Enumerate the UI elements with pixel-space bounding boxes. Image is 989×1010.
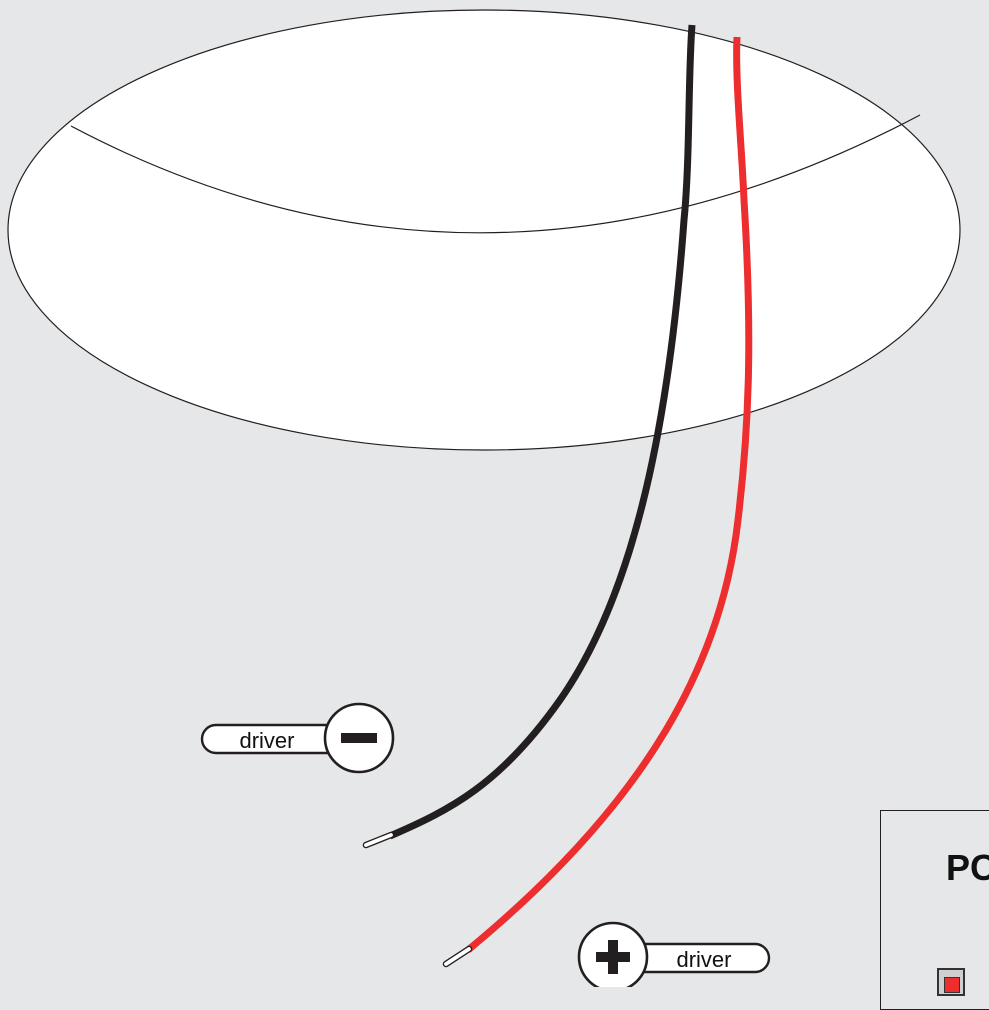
positive-wire: [442, 36, 753, 968]
negative-driver-label: driver: [200, 702, 395, 774]
plus-circle-icon: [577, 921, 649, 987]
positive-wire-tip-core: [444, 947, 471, 966]
positive-wire-cable: [465, 36, 753, 953]
legend-box: PC: [880, 810, 989, 1010]
wiring-diagram: driver driver: [7, 9, 961, 987]
negative-wire-cable: [388, 24, 696, 840]
negative-label-text: driver: [239, 728, 294, 753]
legend-swatch: [937, 968, 965, 996]
fixture-body: [7, 9, 961, 451]
negative-wire: [362, 24, 696, 849]
negative-label-pill: [200, 723, 335, 755]
light-fixture: [7, 9, 961, 451]
fixture-rim-line: [70, 114, 921, 234]
negative-wire-tip-core: [364, 833, 393, 847]
legend-swatch-color: [944, 977, 960, 993]
legend-title: PC: [946, 847, 989, 888]
positive-label-pill: [638, 942, 771, 974]
minus-circle-icon: [323, 702, 395, 774]
positive-driver-label: driver: [577, 921, 771, 987]
positive-label-text: driver: [676, 947, 731, 972]
